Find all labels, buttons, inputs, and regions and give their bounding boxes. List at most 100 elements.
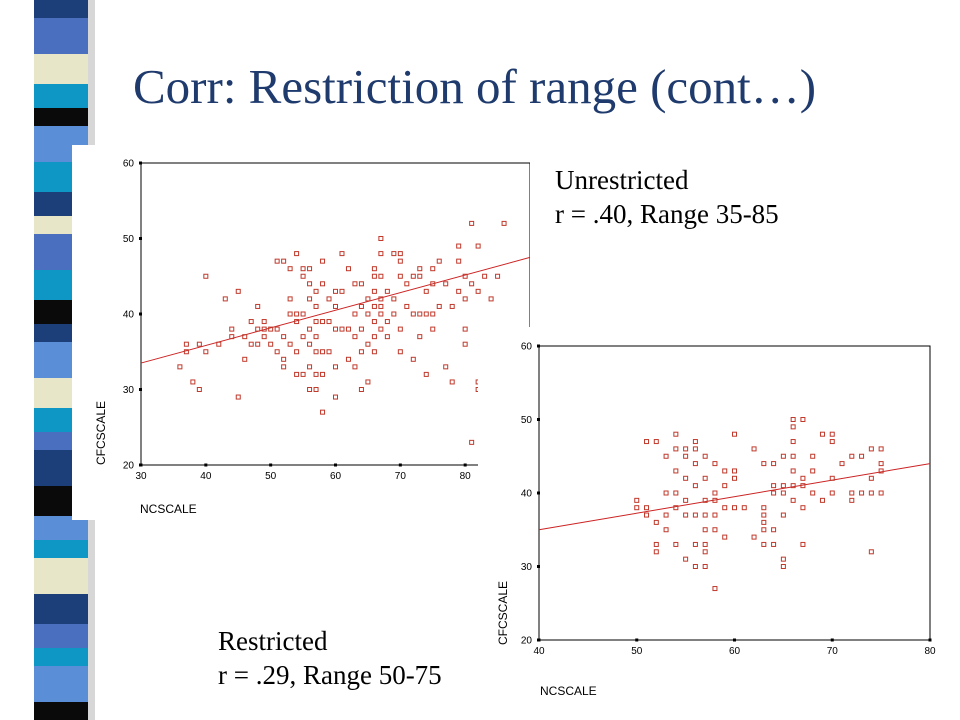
data-point (371, 319, 377, 325)
data-point (488, 296, 494, 302)
data-point (868, 549, 874, 555)
data-point (732, 505, 737, 511)
x-tick-mark (830, 638, 834, 642)
data-point (358, 326, 364, 332)
data-point (371, 273, 377, 279)
data-point (849, 490, 855, 496)
data-point (345, 356, 351, 362)
data-point (702, 527, 708, 533)
data-point (692, 512, 698, 518)
data-point (634, 505, 640, 511)
data-point (732, 468, 737, 474)
data-point (333, 288, 338, 294)
data-point (712, 512, 718, 518)
data-point (371, 334, 377, 340)
data-point (800, 505, 806, 511)
data-point (829, 439, 835, 445)
restricted-scatter-plot: 20 30 40 50 60 40 50 60 70 80 NCSCALE CFCSCALE (478, 327, 960, 720)
data-point (352, 311, 358, 317)
y-tick-mark (537, 418, 540, 421)
data-point (294, 251, 300, 257)
data-point (771, 527, 777, 533)
y-tick-mark (537, 491, 540, 495)
strip-block (34, 558, 88, 594)
data-point (410, 273, 416, 279)
data-point (702, 497, 708, 503)
data-point (810, 453, 816, 459)
data-point (287, 296, 293, 302)
y-tick-mark (537, 565, 540, 568)
data-point (307, 281, 313, 287)
x-tick-label: 80 (924, 646, 936, 657)
data-point (287, 266, 293, 272)
x-axis-label: NCSCALE (140, 502, 197, 516)
data-point (320, 281, 326, 287)
data-point (397, 273, 403, 279)
data-point (878, 490, 884, 496)
data-point (339, 251, 345, 257)
data-point (790, 424, 796, 430)
data-point (663, 453, 669, 459)
data-point (475, 243, 481, 249)
data-point (443, 281, 449, 287)
data-point (378, 326, 384, 332)
data-point (274, 258, 280, 264)
data-point (712, 527, 718, 533)
data-point (761, 527, 767, 533)
data-point (183, 349, 189, 355)
data-point (320, 258, 326, 264)
data-point (462, 273, 468, 279)
strip-block (34, 18, 88, 54)
data-point (712, 497, 718, 503)
data-point (378, 273, 384, 279)
data-point (663, 527, 669, 533)
data-point (326, 319, 332, 325)
data-point (673, 541, 679, 547)
data-point (790, 417, 796, 422)
data-point (196, 387, 202, 392)
unrestricted-scatter-svg: 20304050603040506070809NCSCALECFCSCALE (94, 159, 530, 516)
data-point (475, 288, 481, 294)
data-point (462, 341, 468, 347)
data-point (430, 326, 436, 332)
data-point (430, 281, 436, 287)
data-point (469, 281, 475, 287)
data-point (683, 497, 689, 503)
data-point (732, 431, 737, 437)
strip-block (34, 54, 88, 84)
data-point (751, 534, 757, 540)
unrestricted-scatter-plot: 20304050603040506070809NCSCALECFCSCALE (72, 145, 530, 520)
data-point (358, 281, 364, 287)
data-point (423, 288, 429, 294)
data-point (741, 505, 747, 511)
strip-block (34, 702, 88, 720)
data-point (300, 371, 306, 377)
data-point (702, 512, 708, 518)
data-point (196, 341, 202, 347)
data-point (673, 490, 679, 496)
data-point (702, 453, 708, 459)
data-point (761, 541, 767, 547)
data-point (384, 319, 390, 325)
data-point (242, 334, 248, 340)
data-point (800, 483, 806, 489)
data-point (692, 541, 698, 547)
data-point (333, 394, 338, 400)
data-point (673, 505, 679, 511)
data-point (868, 475, 874, 481)
data-point (430, 266, 436, 272)
data-point (790, 453, 796, 459)
x-tick-mark (733, 638, 736, 642)
data-point (771, 541, 777, 547)
data-point (397, 349, 403, 355)
restricted-scatter-svg: 20 30 40 50 60 40 50 60 70 80 NCSCALE CFCSCALE (496, 342, 936, 699)
data-point (371, 288, 377, 294)
strip-block (34, 666, 88, 702)
data-point (780, 490, 786, 496)
data-point (294, 311, 300, 317)
x-tick-mark (463, 463, 467, 467)
data-point (229, 326, 235, 332)
data-point (722, 505, 728, 511)
data-point (320, 409, 326, 415)
data-point (771, 461, 777, 467)
